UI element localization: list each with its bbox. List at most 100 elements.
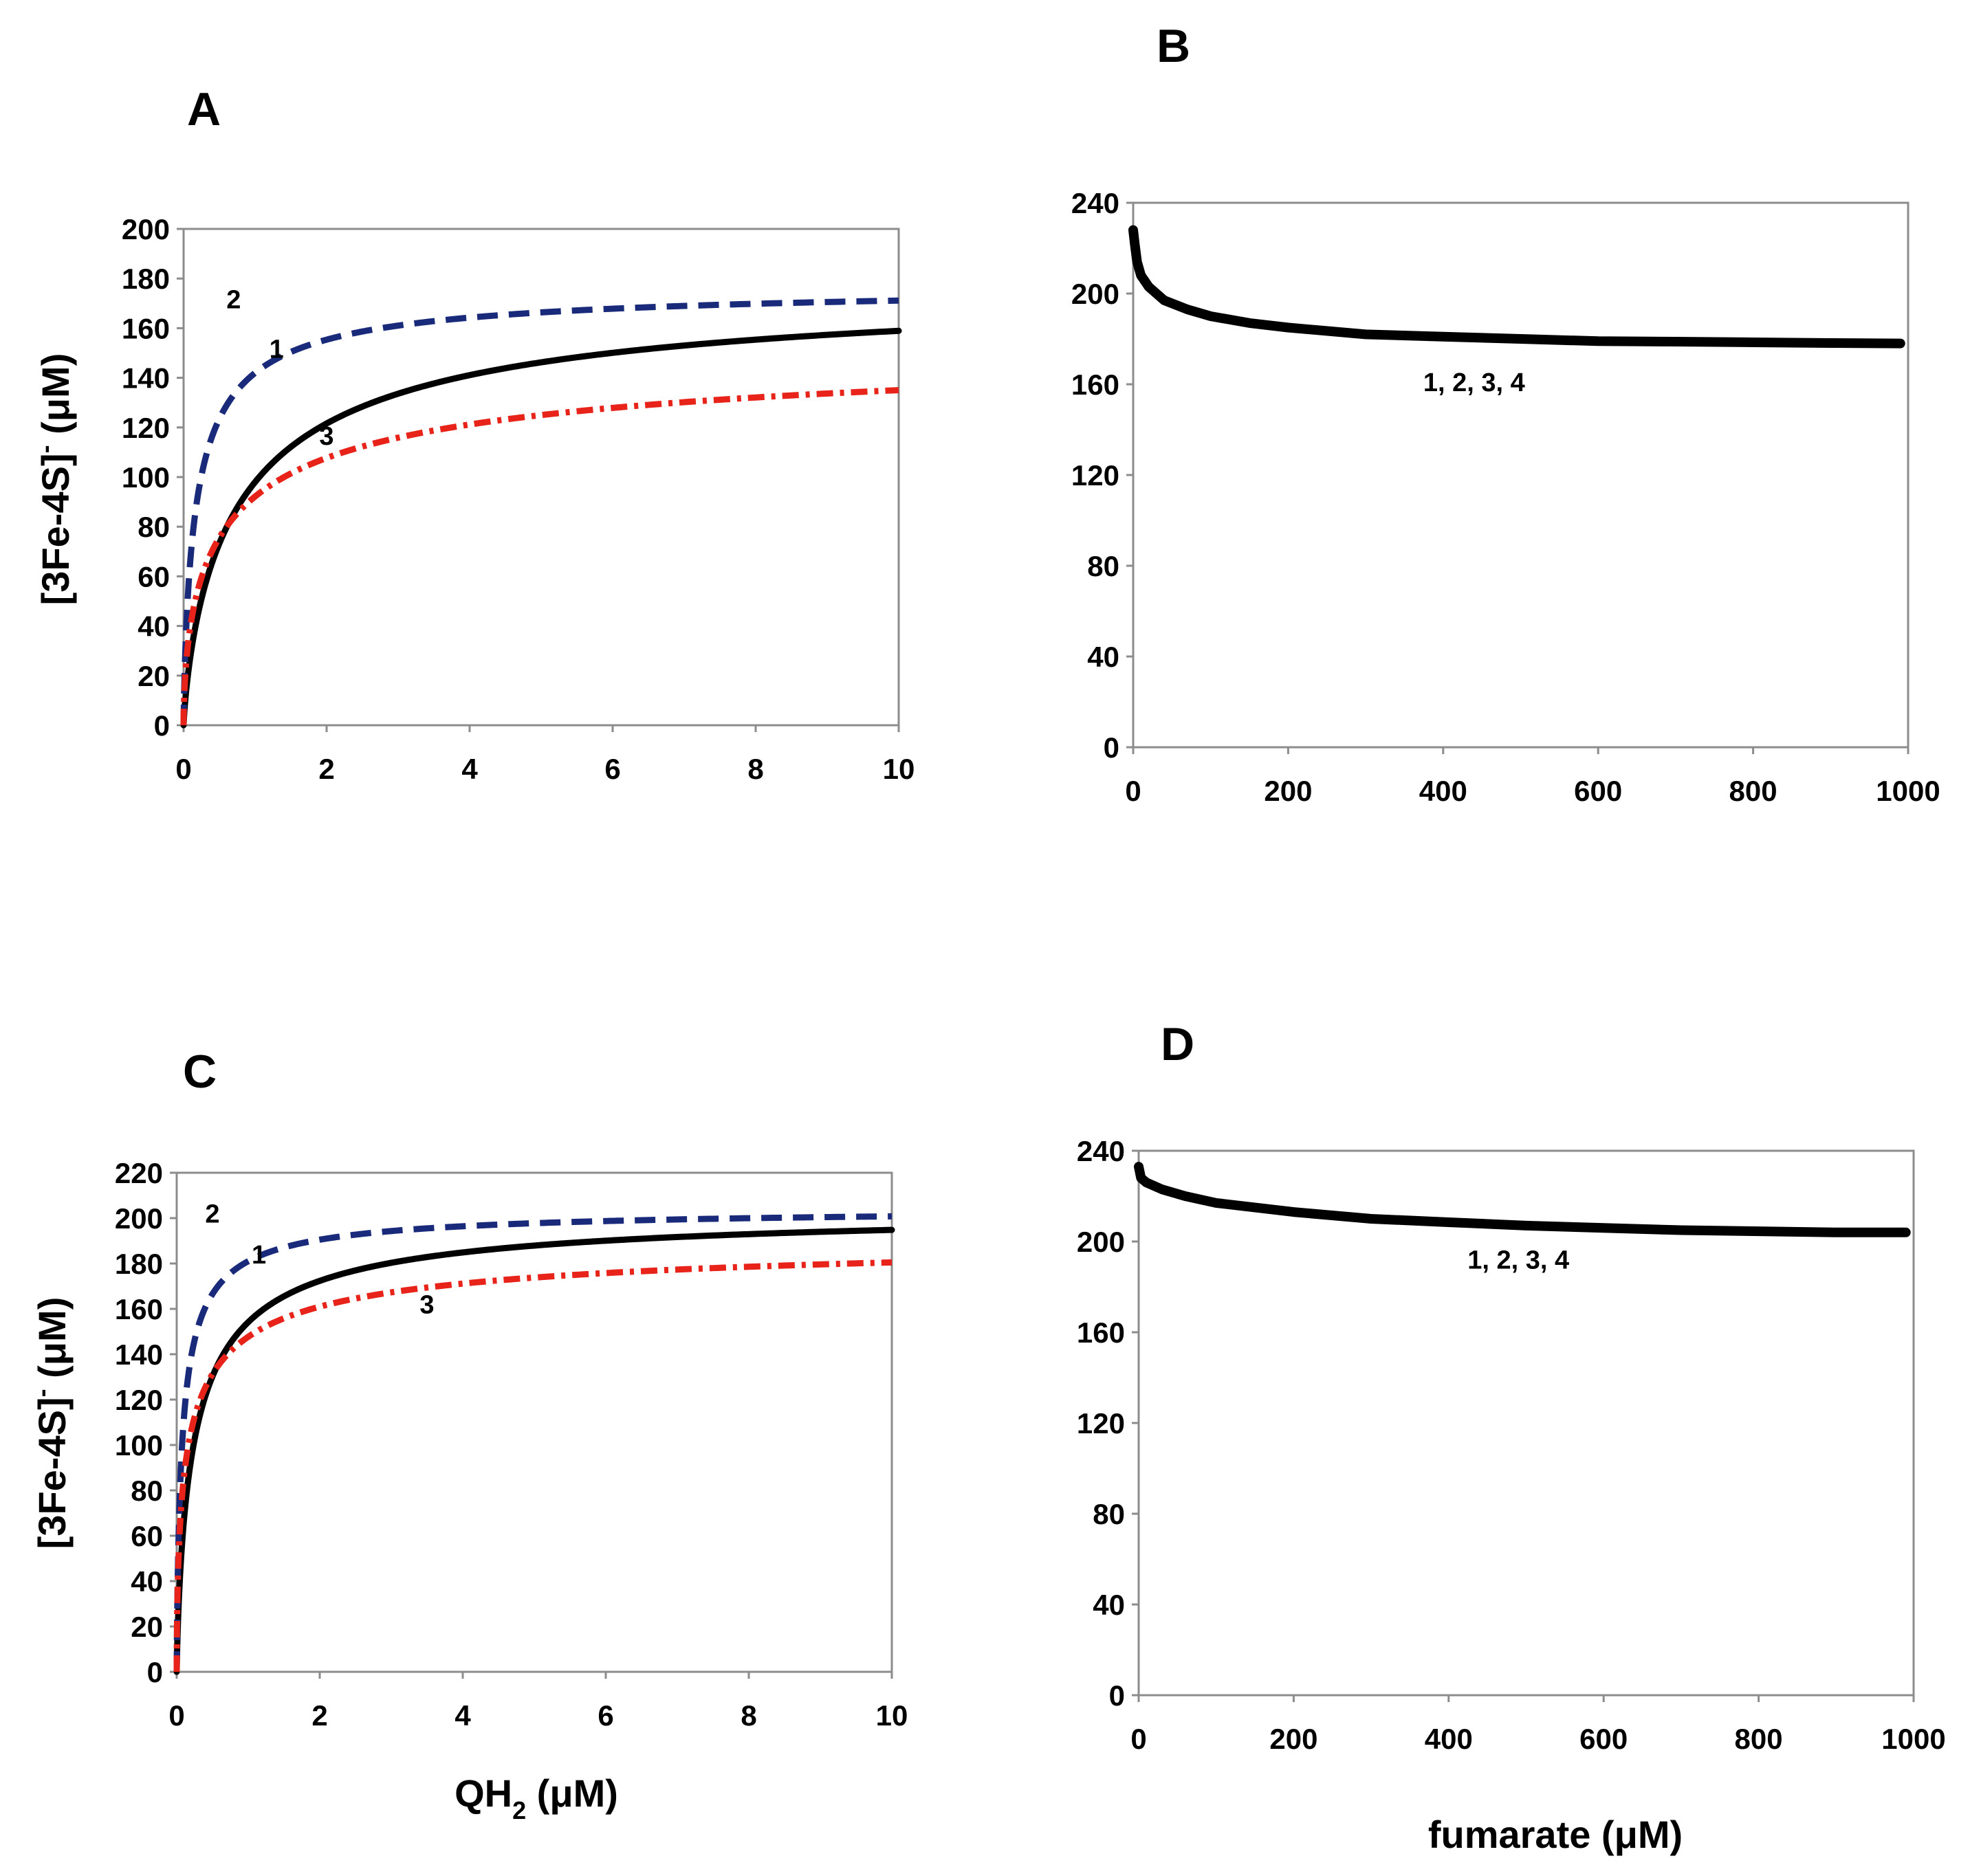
y-tick-label: 200 (115, 1202, 163, 1235)
y-tick-label: 140 (122, 362, 170, 395)
panel-a-letter: A (187, 83, 221, 135)
y-tick-label: 140 (115, 1338, 163, 1371)
series-line-3 (173, 1259, 893, 1675)
panel-a-x-ticks: 0 2 4 6 8 10 (175, 725, 915, 785)
panel-b: B 0 40 80 120 160 200 240 0 200 400 600 800 1000 1,… (1071, 20, 1940, 807)
x-tick-label: 4 (455, 1699, 471, 1732)
panel-a-series (180, 297, 902, 729)
x-tick-label: 6 (604, 753, 620, 785)
panel-c-plot-frame (175, 1171, 893, 1673)
x-tick-label: 2 (311, 1699, 327, 1732)
y-tick-label: 240 (1071, 187, 1119, 219)
series-line-1 (180, 327, 902, 729)
y-tick-label: 60 (131, 1520, 163, 1552)
panel-a-curve-labels: 12 3 (226, 286, 333, 452)
y-tick-label: 160 (122, 312, 170, 344)
series-line-2 (180, 297, 899, 729)
panel-b-letter: B (1157, 20, 1190, 72)
x-tick-label: 10 (883, 753, 915, 785)
y-tick-label: 20 (138, 660, 170, 692)
x-tick-label: 400 (1419, 775, 1467, 807)
y-tick-label: 0 (1104, 731, 1119, 764)
panel-c-x-title-main: QH (455, 1772, 512, 1815)
y-tick-label: 200 (1071, 278, 1119, 310)
series-line-2 (173, 1213, 893, 1675)
x-tick-label: 4 (461, 753, 478, 785)
panel-b-plot-frame (1132, 201, 1909, 749)
curve-label: 3 (319, 422, 333, 451)
panel-d-x-title-main: fumarate (1428, 1813, 1591, 1856)
y-tick-label: 0 (154, 709, 170, 742)
y-tick-label: 20 (131, 1611, 163, 1643)
y-tick-label: 180 (122, 263, 170, 295)
x-tick-label: 600 (1574, 775, 1622, 807)
series-line-3 (180, 387, 899, 729)
x-tick-label: 10 (876, 1699, 908, 1732)
panel-c-curve-labels: 1 2 3 (205, 1200, 434, 1320)
y-tick-label: 100 (115, 1429, 163, 1461)
panel-c-x-title-unit: (μM) (526, 1772, 618, 1815)
y-tick-label: 200 (1077, 1226, 1125, 1258)
panel-d-x-title-unit: (μM) (1590, 1813, 1683, 1856)
y-tick-label: 40 (1087, 641, 1119, 673)
panel-a-y-ticks: 0 20 40 60 80 100 120 140 160 180 200 (122, 213, 184, 742)
y-tick-label: 40 (131, 1565, 163, 1598)
panel-c-y-title-unit: (μM) (30, 1297, 74, 1389)
panel-c-x-axis-title: QH2 (μM) (455, 1772, 618, 1824)
panel-a-y-axis-title: [3Fe-4S]- (μM) (31, 353, 77, 606)
y-tick-label: 0 (1109, 1679, 1125, 1712)
series-line-1 (173, 1226, 895, 1675)
y-tick-label: 80 (1093, 1498, 1125, 1530)
curve-label: 1, 2, 3, 4 (1467, 1246, 1569, 1275)
x-tick-label: 800 (1729, 775, 1777, 807)
y-tick-label: 180 (115, 1248, 163, 1280)
panel-b-series (1128, 225, 1905, 349)
x-tick-label: 1000 (1876, 775, 1940, 807)
y-tick-label: 220 (115, 1157, 163, 1189)
y-tick-label: 120 (1077, 1407, 1125, 1439)
panel-c-series (173, 1213, 895, 1675)
y-tick-label: 120 (115, 1384, 163, 1416)
panel-d-curve-labels: 1, 2, 3, 4 (1467, 1246, 1569, 1275)
x-tick-label: 600 (1579, 1723, 1628, 1755)
x-tick-label: 8 (741, 1699, 756, 1732)
x-tick-label: 800 (1735, 1723, 1783, 1755)
panel-c-y-title-sup: - (28, 1389, 56, 1397)
panel-c-x-title-sub: 2 (512, 1796, 526, 1824)
y-tick-label: 160 (1071, 368, 1119, 401)
series-line-1-2-3-4 (1134, 1162, 1911, 1237)
y-tick-label: 160 (1077, 1316, 1125, 1349)
panel-a-plot-frame (182, 228, 900, 727)
panel-c-y-title-main: [3Fe-4S] (30, 1397, 74, 1549)
panel-a-y-title-main: [3Fe-4S] (34, 453, 77, 605)
panel-c-y-ticks: 0 20 40 60 80 100 120 140 160 180 200 220 (115, 1157, 177, 1688)
panel-b-x-ticks: 0 200 400 600 800 1000 (1125, 747, 1940, 807)
y-tick-label: 60 (138, 560, 170, 593)
x-tick-label: 400 (1425, 1723, 1473, 1755)
y-tick-label: 240 (1077, 1135, 1125, 1167)
x-tick-label: 1000 (1881, 1723, 1945, 1755)
panel-d-letter: D (1161, 1018, 1194, 1070)
y-tick-label: 40 (138, 610, 170, 643)
panel-d-y-ticks: 0 40 80 120 160 200 240 (1077, 1135, 1139, 1712)
curve-label: 3 (419, 1291, 434, 1320)
curve-label: 2 (226, 286, 241, 315)
panel-d-series (1134, 1162, 1911, 1237)
y-tick-label: 0 (147, 1656, 163, 1688)
y-tick-label: 80 (131, 1475, 163, 1507)
x-tick-label: 0 (168, 1699, 184, 1732)
x-tick-label: 200 (1269, 1723, 1317, 1755)
x-tick-label: 8 (747, 753, 763, 785)
y-tick-label: 40 (1093, 1589, 1125, 1621)
x-tick-label: 0 (1125, 775, 1141, 807)
y-tick-label: 160 (115, 1293, 163, 1325)
panel-d-x-axis-title: fumarate (μM) (1428, 1813, 1683, 1856)
x-tick-label: 6 (598, 1699, 613, 1732)
y-tick-label: 100 (122, 461, 170, 494)
y-tick-label: 120 (1071, 459, 1119, 492)
panel-b-y-ticks: 0 40 80 120 160 200 240 (1071, 187, 1133, 764)
curve-label: 1 (252, 1241, 266, 1270)
